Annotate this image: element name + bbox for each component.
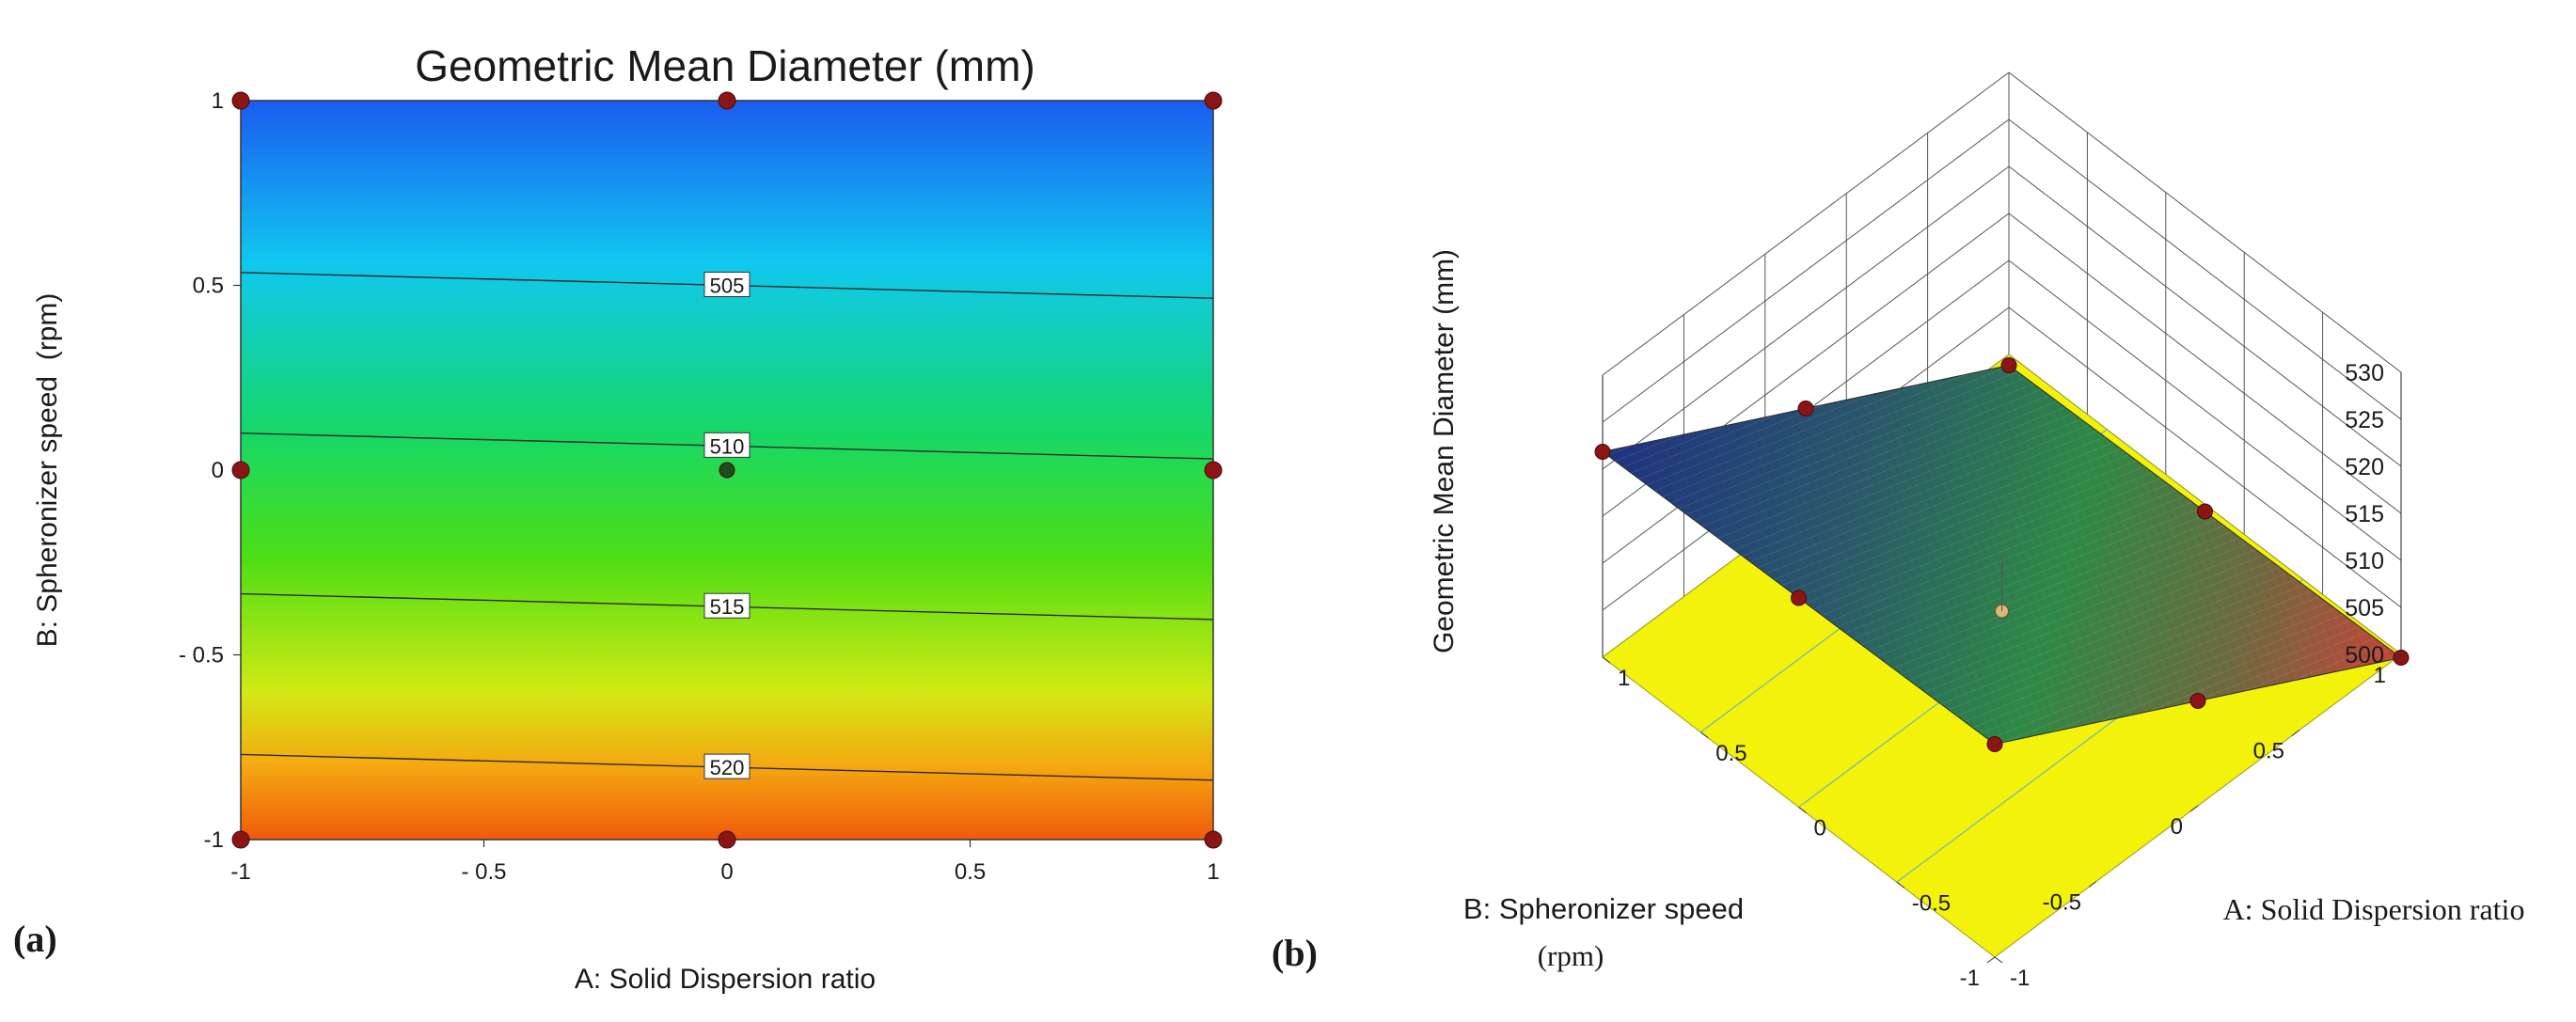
design-point: [1204, 91, 1223, 110]
contour-label-510: 510: [710, 434, 745, 458]
a-axis-label: A: Solid Dispersion ratio: [2223, 892, 2525, 926]
grid-line: [2008, 71, 2402, 373]
a-tick-mark: [1602, 656, 1611, 664]
z-tick-label: 510: [2345, 548, 2384, 574]
z-tick-label: 500: [2345, 642, 2384, 668]
grid-line: [1602, 71, 2010, 376]
contour-lines: 505 510 515 520: [240, 272, 1214, 781]
b-axis-label-line1: B: Spheronizer speed: [1463, 892, 1744, 925]
surface-design-point: [2189, 693, 2206, 709]
z-tick-label: 520: [2345, 454, 2384, 480]
y-axis-label: B: Spheronizer speed (rpm): [32, 293, 63, 648]
contour-plot-panel: Geometric Mean Diameter (mm) 505 510 515 52…: [13, 41, 1223, 995]
a-tick-label: 0.5: [1715, 741, 1746, 766]
a-tick-label: -1: [2010, 966, 2030, 991]
x-tick-label: 0.5: [955, 859, 986, 885]
z-axis-label: Geometric Mean Diameter (mm): [1429, 249, 1460, 653]
a-tick-mark: [1699, 731, 1709, 739]
b-tick-label: -1: [1960, 966, 1980, 991]
contour-label-515: 515: [710, 595, 745, 619]
surface-plot-panel: 500 505 510 515 520 525 530 1 0.5 0 -0.5 -1 1 0.5 0 -…: [1272, 71, 2525, 991]
design-point: [231, 461, 250, 480]
x-tick-label: 1: [1207, 859, 1219, 885]
a-tick-label: 1: [1618, 666, 1630, 691]
panel-label-a: (a): [13, 918, 57, 960]
y-tick-label: - 0.5: [179, 643, 224, 668]
panel-label-b: (b): [1272, 932, 1318, 974]
z-tick-label: 530: [2345, 360, 2384, 386]
x-axis-ticks: -1 - 0.5 0 0.5 1: [230, 840, 1220, 885]
surface-design-point: [1797, 401, 1814, 417]
grid-line: [2008, 118, 2402, 420]
x-tick-label: - 0.5: [461, 859, 506, 885]
b-tick-label: 0.5: [2253, 739, 2284, 764]
surface-design-point: [1594, 444, 1611, 460]
surface-design-points: [1594, 357, 2410, 752]
y-axis-ticks: -1 - 0.5 0 0.5 1: [179, 88, 241, 853]
surface-design-point: [1986, 736, 2003, 752]
b-axis-label-line2: (rpm): [1538, 939, 1604, 972]
contour-title: Geometric Mean Diameter (mm): [415, 41, 1035, 90]
contour-label-505: 505: [710, 275, 745, 298]
y-tick-label: 1: [212, 88, 224, 114]
y-tick-label: 0.5: [193, 274, 224, 299]
grid-line: [2008, 307, 2402, 608]
a-tick-mark: [1994, 956, 2003, 964]
y-tick-label: -1: [204, 827, 224, 853]
contour-label-box-510: [703, 432, 751, 458]
b-tick-mark: [2291, 730, 2300, 736]
b-axis-ticks: 1 0.5 0 -0.5 -1: [1960, 653, 2402, 991]
b-tick-mark: [2189, 805, 2199, 812]
z-tick-label: 505: [2345, 595, 2384, 621]
design-point: [231, 91, 250, 110]
surface-design-point: [1791, 590, 1807, 606]
z-axis-ticks: 500 505 510 515 520 525 530: [2345, 360, 2384, 668]
y-tick-label: 0: [212, 458, 224, 483]
x-tick-label: 0: [720, 859, 733, 885]
x-tick-label: -1: [230, 859, 250, 885]
surface-design-point: [2393, 650, 2410, 666]
z-tick-label: 525: [2345, 407, 2384, 433]
b-tick-mark: [1986, 956, 1996, 964]
a-axis-ticks: 1 0.5 0 -0.5 -1: [1602, 656, 2030, 991]
grid-line: [1602, 118, 2010, 423]
surface-design-point: [2000, 357, 2017, 373]
grid-line: [2008, 212, 2402, 514]
b-tick-mark: [2088, 881, 2097, 888]
a-tick-mark: [1798, 807, 1807, 813]
design-point: [1204, 461, 1223, 480]
a-tick-label: -0.5: [1912, 890, 1951, 916]
design-point: [719, 462, 735, 479]
b-tick-mark: [2393, 653, 2402, 661]
design-point: [718, 830, 736, 849]
b-tick-label: 0: [2171, 814, 2183, 840]
b-tick-label: 1: [2374, 663, 2386, 688]
contour-label-520: 520: [710, 756, 745, 779]
contour-label-box-505: [703, 272, 751, 297]
design-points: [231, 91, 1223, 849]
design-point: [1204, 830, 1223, 849]
surface-design-point: [2197, 503, 2213, 520]
grid-line: [2008, 165, 2402, 467]
a-tick-label: 0: [1814, 816, 1826, 841]
design-point: [231, 830, 250, 849]
x-axis-label: A: Solid Dispersion ratio: [575, 964, 876, 995]
contour-label-box-515: [703, 592, 751, 619]
contour-label-box-520: [703, 753, 751, 779]
design-point: [718, 91, 736, 110]
grid-line: [1602, 165, 2010, 470]
grid-line: [2008, 259, 2402, 561]
z-tick-label: 515: [2345, 501, 2384, 527]
b-tick-label: -0.5: [2043, 890, 2081, 916]
a-tick-mark: [1896, 881, 1905, 888]
